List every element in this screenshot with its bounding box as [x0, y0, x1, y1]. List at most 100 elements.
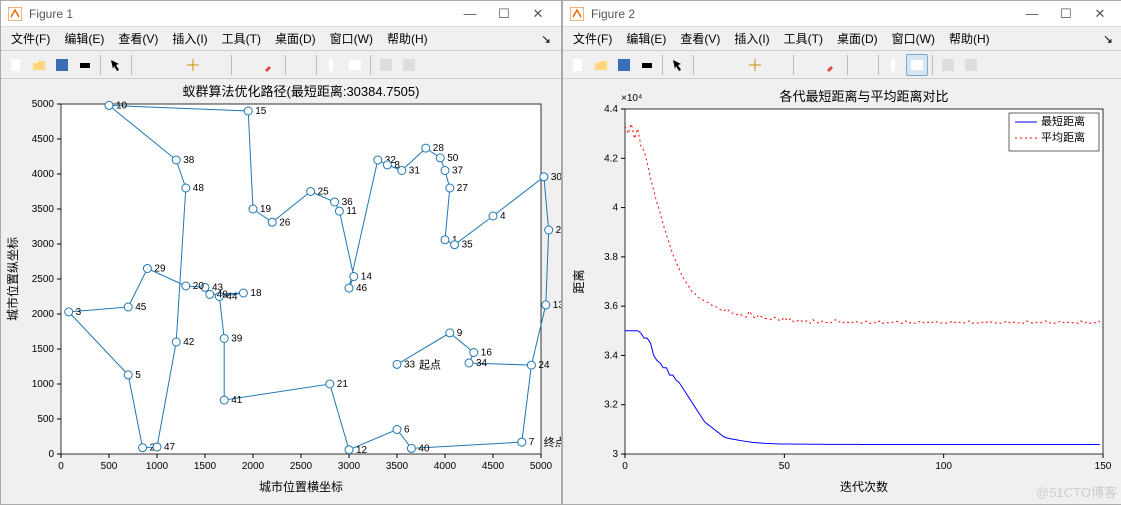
- menu-help[interactable]: 帮助(H): [381, 28, 434, 49]
- tool-legend-icon[interactable]: [344, 54, 366, 76]
- tool-pan-icon[interactable]: [744, 54, 766, 76]
- svg-text:45: 45: [135, 302, 147, 313]
- svg-text:4000: 4000: [32, 169, 55, 180]
- tool-open-icon[interactable]: [590, 54, 612, 76]
- svg-text:5000: 5000: [530, 461, 553, 472]
- svg-text:距离: 距离: [571, 269, 586, 293]
- menu-window[interactable]: 窗口(W): [886, 28, 941, 49]
- svg-text:3.2: 3.2: [604, 400, 618, 411]
- titlebar[interactable]: Figure 2 — ☐ ✕: [563, 1, 1121, 27]
- svg-text:0: 0: [622, 461, 628, 472]
- menu-edit[interactable]: 编辑(E): [620, 28, 672, 49]
- svg-text:10: 10: [116, 100, 128, 111]
- minimize-button[interactable]: —: [453, 3, 487, 25]
- menu-desktop[interactable]: 桌面(D): [831, 28, 884, 49]
- menu-insert[interactable]: 插入(I): [728, 28, 775, 49]
- svg-text:500: 500: [101, 461, 118, 472]
- tool-rotate-icon[interactable]: [767, 54, 789, 76]
- menu-file[interactable]: 文件(F): [567, 28, 618, 49]
- tool-colorbar-icon[interactable]: [883, 54, 905, 76]
- svg-text:37: 37: [452, 166, 464, 177]
- tool-cursor-icon[interactable]: [236, 54, 258, 76]
- svg-text:9: 9: [457, 328, 463, 339]
- tool-zoom-out-icon[interactable]: [721, 54, 743, 76]
- tool-link-icon[interactable]: [852, 54, 874, 76]
- tool-save-icon[interactable]: [51, 54, 73, 76]
- svg-text:19: 19: [260, 204, 272, 215]
- tool-link-icon[interactable]: [290, 54, 312, 76]
- svg-text:14: 14: [361, 272, 373, 283]
- svg-text:2000: 2000: [32, 309, 55, 320]
- toolbar: [1, 51, 561, 79]
- svg-text:4000: 4000: [434, 461, 457, 472]
- svg-text:30: 30: [551, 172, 561, 183]
- tool-print-icon[interactable]: [636, 54, 658, 76]
- plot-area-1[interactable]: 0500100015002000250030003500400045005000…: [1, 79, 561, 504]
- tool-brush-icon[interactable]: [821, 54, 843, 76]
- tool-dock1-icon[interactable]: [375, 54, 397, 76]
- menu-edit[interactable]: 编辑(E): [58, 28, 110, 49]
- svg-text:3.6: 3.6: [604, 301, 618, 312]
- tool-dock2-icon[interactable]: [960, 54, 982, 76]
- svg-text:3.4: 3.4: [604, 350, 618, 361]
- tool-rotate-icon[interactable]: [205, 54, 227, 76]
- tool-print-icon[interactable]: [74, 54, 96, 76]
- svg-text:100: 100: [935, 461, 952, 472]
- svg-text:29: 29: [154, 264, 166, 275]
- plot-area-2[interactable]: 05010015033.23.43.63.844.24.4×10⁴各代最短距离与…: [563, 79, 1121, 504]
- menu-help[interactable]: 帮助(H): [943, 28, 996, 49]
- tool-new-icon[interactable]: [567, 54, 589, 76]
- matlab-icon: [7, 6, 23, 22]
- menu-more-icon[interactable]: ↘: [1097, 30, 1119, 48]
- svg-text:18: 18: [250, 288, 262, 299]
- svg-text:36: 36: [342, 197, 354, 208]
- menu-file[interactable]: 文件(F): [5, 28, 56, 49]
- menu-tools[interactable]: 工具(T): [778, 28, 829, 49]
- menu-tools[interactable]: 工具(T): [216, 28, 267, 49]
- svg-text:起点: 起点: [419, 358, 441, 371]
- menu-more-icon[interactable]: ↘: [535, 30, 557, 48]
- tool-pan-icon[interactable]: [182, 54, 204, 76]
- svg-text:0: 0: [48, 449, 54, 460]
- svg-text:43: 43: [212, 282, 224, 293]
- tool-save-icon[interactable]: [613, 54, 635, 76]
- svg-text:3000: 3000: [338, 461, 361, 472]
- svg-text:13: 13: [553, 300, 561, 311]
- svg-text:1500: 1500: [32, 344, 55, 355]
- tool-dock2-icon[interactable]: [398, 54, 420, 76]
- tool-zoom-in-icon[interactable]: [698, 54, 720, 76]
- svg-text:47: 47: [164, 442, 176, 453]
- maximize-button[interactable]: ☐: [487, 3, 521, 25]
- titlebar[interactable]: Figure 1 — ☐ ✕: [1, 1, 561, 27]
- svg-text:35: 35: [462, 240, 474, 251]
- svg-text:4.2: 4.2: [604, 153, 618, 164]
- tool-colorbar-icon[interactable]: [321, 54, 343, 76]
- svg-text:3500: 3500: [386, 461, 409, 472]
- svg-text:最短距离: 最短距离: [1041, 114, 1085, 128]
- menu-desktop[interactable]: 桌面(D): [269, 28, 322, 49]
- tool-new-icon[interactable]: [5, 54, 27, 76]
- menu-insert[interactable]: 插入(I): [166, 28, 213, 49]
- menu-window[interactable]: 窗口(W): [324, 28, 379, 49]
- tool-cursor-icon[interactable]: [798, 54, 820, 76]
- tool-legend-icon[interactable]: [906, 54, 928, 76]
- tool-arrow-icon[interactable]: [105, 54, 127, 76]
- tool-dock1-icon[interactable]: [937, 54, 959, 76]
- svg-text:12: 12: [356, 445, 368, 456]
- menu-view[interactable]: 查看(V): [112, 28, 164, 49]
- close-button[interactable]: ✕: [1083, 3, 1117, 25]
- tool-zoom-in-icon[interactable]: [136, 54, 158, 76]
- minimize-button[interactable]: —: [1015, 3, 1049, 25]
- tool-zoom-out-icon[interactable]: [159, 54, 181, 76]
- tool-open-icon[interactable]: [28, 54, 50, 76]
- close-button[interactable]: ✕: [521, 3, 555, 25]
- svg-text:2000: 2000: [242, 461, 265, 472]
- menu-view[interactable]: 查看(V): [674, 28, 726, 49]
- menubar: 文件(F) 编辑(E) 查看(V) 插入(I) 工具(T) 桌面(D) 窗口(W…: [1, 27, 561, 51]
- svg-text:5: 5: [135, 370, 141, 381]
- tool-brush-icon[interactable]: [259, 54, 281, 76]
- svg-text:4500: 4500: [482, 461, 505, 472]
- maximize-button[interactable]: ☐: [1049, 3, 1083, 25]
- svg-text:迭代次数: 迭代次数: [840, 479, 888, 494]
- tool-arrow-icon[interactable]: [667, 54, 689, 76]
